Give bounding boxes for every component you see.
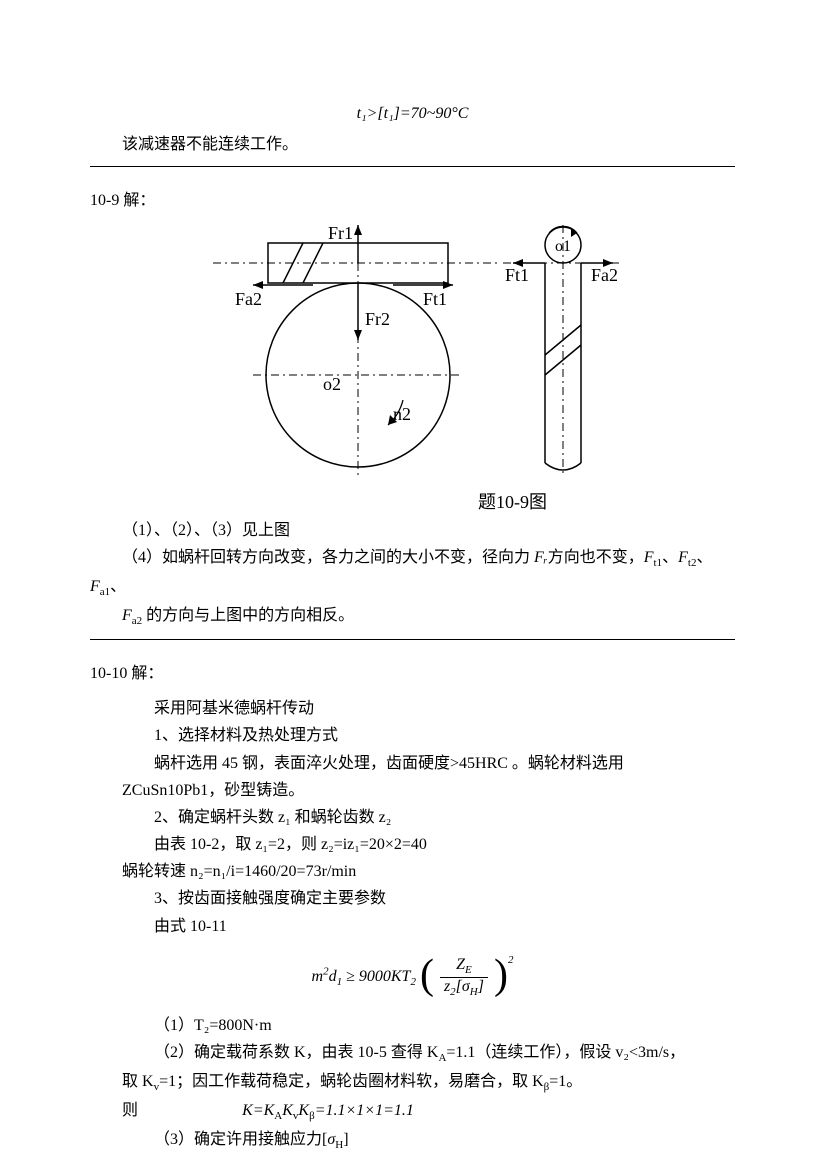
label-fr1: Fr1 [328,225,353,243]
p1010-l6: 蜗轮转速 n₂=n₁/i=1460/20=73r/min [90,858,735,885]
label-ft1a: Ft1 [423,289,447,309]
p109-line3: Fa2 的方向与上图中的方向相反。 [90,602,735,631]
p1010-l8: 由式 10-11 [90,913,735,940]
p109-line2: （4）如蜗杆回转方向改变，各力之间的大小不变，径向力 Fᵣ方向也不变，Ft1、F… [90,544,735,602]
p1010-s5: （3）确定许用接触应力[σH] [90,1126,735,1155]
temperature-inequality: t₁>[t₁]=70~90°C [90,100,735,127]
label-fr2: Fr2 [365,309,390,329]
equation-10-11: m2d1 ≥ 9000KT2 ( ZE z2[σH] )2 [90,954,735,998]
p1010-s1: （1）T₂=800N·m [90,1012,735,1039]
label-o2: o2 [323,374,341,394]
label-fa2b: Fa2 [591,265,618,285]
divider-2 [90,639,735,640]
problem-10-10-label: 10-10 解： [90,660,735,687]
diagram-caption: 题10-9图 [90,487,735,518]
p109-line1: （1）、（2）、（3）见上图 [90,517,735,544]
label-ft1b: Ft1 [505,265,529,285]
p1010-l5: 由表 10-2，取 z₁=2，则 z₂=iz₁=20×2=40 [90,831,735,858]
p1010-l7: 3、按齿面接触强度确定主要参数 [90,885,735,912]
worm-gear-diagram: Fr1 Fa2 Ft1 Fr2 o2 n2 o1 F [90,225,735,485]
p1010-l2: 1、选择材料及热处理方式 [90,722,735,749]
label-n2: n2 [393,404,411,424]
p1010-l4: 2、确定蜗杆头数 z₁ 和蜗轮齿数 z₂ [90,804,735,831]
p1010-l3a: 蜗杆选用 45 钢，表面淬火处理，齿面硬度>45HRC 。蜗轮材料选用 [90,750,735,777]
problem-10-9-label: 10-9 解： [90,187,735,214]
label-fa2: Fa2 [235,289,262,309]
p1010-l1: 采用阿基米德蜗杆传动 [90,695,735,722]
p1010-s3: 取 Kv=1；因工作载荷稳定，蜗轮齿圈材料软，易磨合，取 Kβ=1。 [90,1068,735,1097]
divider-1 [90,166,735,167]
top-conclusion: 该减速器不能连续工作。 [90,131,735,158]
p1010-s2: （2）确定载荷系数 K，由表 10-5 查得 KA=1.1（连续工作），假设 v… [90,1039,735,1068]
p1010-l3b: ZCuSn10Pb1，砂型铸造。 [90,777,735,804]
p1010-s4: 则 K=KAKvKβ=1.1×1×1=1.1 [90,1097,735,1126]
